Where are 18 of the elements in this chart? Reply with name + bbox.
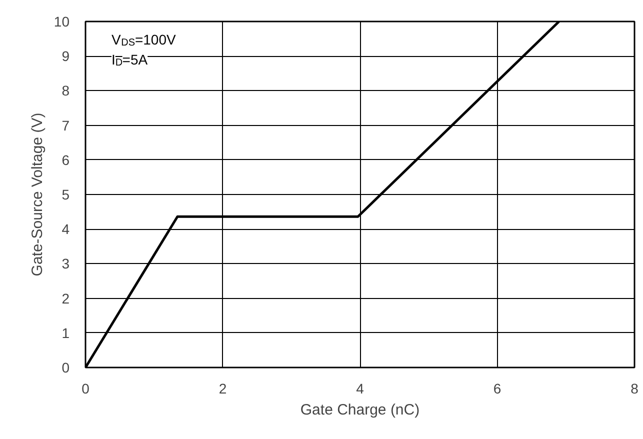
x-tick-label: 2 — [218, 380, 227, 396]
x-axis-title: Gate Charge (nC) — [300, 402, 420, 418]
y-tick-label: 2 — [62, 290, 70, 306]
x-tick-label: 4 — [356, 380, 364, 396]
y-tick-label: 5 — [62, 186, 70, 202]
y-tick-label: 1 — [62, 324, 70, 341]
y-tick-label: 7 — [62, 117, 70, 134]
y-tick-label: 4 — [62, 221, 70, 238]
y-tick-label: 8 — [62, 82, 70, 99]
x-tick-label: 0 — [82, 380, 90, 396]
y-axis-title: Gate-Source Voltage (V) — [28, 112, 46, 276]
y-tick-label: 0 — [62, 360, 70, 376]
x-tick-label: 8 — [630, 380, 639, 396]
y-tick-label: 9 — [62, 48, 70, 64]
x-tick-label: 6 — [493, 380, 502, 396]
y-tick-label: 10 — [54, 14, 70, 30]
y-tick-label: 3 — [62, 256, 70, 272]
y-tick-label: 6 — [62, 152, 70, 168]
